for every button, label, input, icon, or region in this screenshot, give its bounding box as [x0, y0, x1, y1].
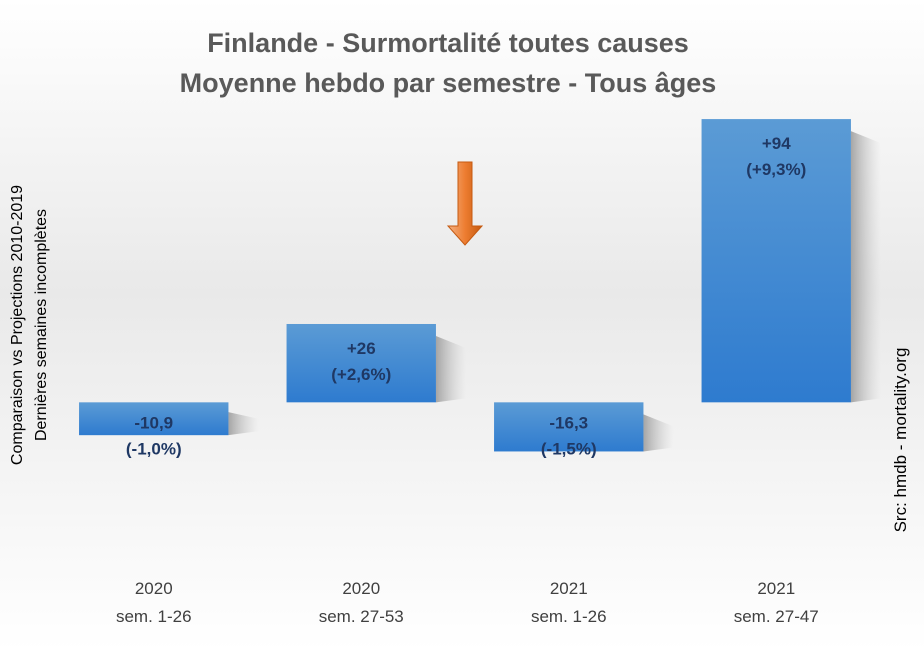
data-label-percent: (+2,6%) — [331, 365, 391, 384]
bar-shadow — [850, 131, 881, 403]
bar-shadow — [228, 412, 259, 436]
y-axis-label-line-2: Dernières semaines incomplètes — [33, 209, 50, 441]
data-label-value: -10,9 — [134, 413, 173, 432]
x-tick-period: sem. 27-53 — [319, 607, 404, 626]
bar-shadow — [643, 414, 674, 452]
x-tick-year: 2020 — [135, 579, 173, 598]
y-axis-label-line-1: Comparaison vs Projections 2010-2019 — [9, 185, 26, 465]
chart-title: Finlande - Surmortalité toutes causes — [207, 28, 689, 58]
data-label-percent: (+9,3%) — [746, 160, 806, 179]
bar-4 — [701, 119, 851, 403]
data-label-percent: (-1,0%) — [126, 439, 182, 458]
x-axis-ticks: 2020 sem. 1-26 2020 sem. 27-53 2021 sem. 1-26… — [116, 579, 819, 626]
x-tick-period: sem. 1-26 — [116, 607, 192, 626]
bars — [79, 119, 851, 452]
x-tick-year: 2021 — [757, 579, 795, 598]
bar-1 — [79, 402, 229, 436]
x-tick-year: 2021 — [550, 579, 588, 598]
bar-2 — [286, 323, 436, 403]
chart-subtitle: Moyenne hebdo par semestre - Tous âges — [180, 68, 717, 98]
down-arrow-annotation — [446, 161, 484, 246]
x-tick-period: sem. 1-26 — [531, 607, 607, 626]
data-label-value: +26 — [347, 339, 376, 358]
data-label-percent: (-1,5%) — [541, 439, 597, 458]
x-tick-year: 2020 — [342, 579, 380, 598]
data-label-value: +94 — [762, 134, 791, 153]
bar-shadows — [228, 131, 881, 452]
x-tick-period: sem. 27-47 — [734, 607, 819, 626]
bar-shadow — [435, 335, 466, 403]
data-label-value: -16,3 — [549, 413, 588, 432]
bar-3 — [494, 402, 644, 452]
source-credit: Src: hmdb - mortality.org — [891, 348, 910, 533]
data-labels: -10,9 (-1,0%) +26 (+2,6%) -16,3 (-1,5%) +94 (+9… — [126, 134, 806, 458]
